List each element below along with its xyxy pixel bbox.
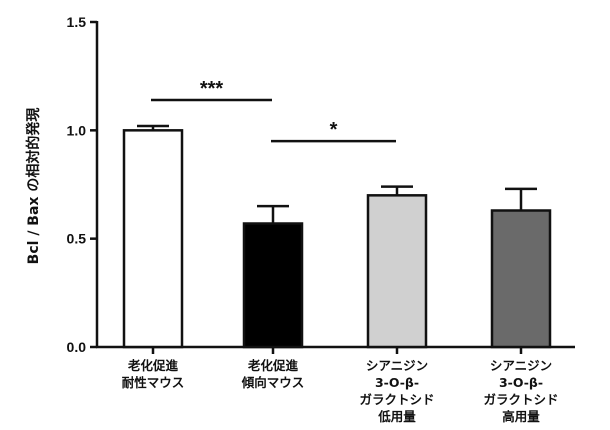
x-tick-label: 3-O-β- <box>375 375 419 390</box>
x-tick-label: ガラクトシド <box>359 392 434 407</box>
bar <box>366 194 428 349</box>
x-tick-label: シアニジン <box>490 358 552 373</box>
bar <box>490 209 552 349</box>
x-tick-label: 老化促進 <box>127 358 179 373</box>
significance-label: *** <box>200 78 224 100</box>
bars <box>122 129 552 349</box>
y-tick-label: 1.5 <box>67 14 87 30</box>
x-tick-label: 老化促進 <box>247 358 299 373</box>
y-tick-label: 0.5 <box>67 231 87 247</box>
significance-label: * <box>330 119 338 141</box>
y-axis: 0.0 0.5 1.0 1.5 <box>67 14 99 355</box>
category-labels: 老化促進耐性マウス老化促進傾向マウスシアニジン3-O-β-ガラクトシド低用量シア… <box>122 358 559 424</box>
bar <box>242 222 304 349</box>
bar <box>122 129 184 349</box>
x-tick-label: シアニジン <box>366 358 428 373</box>
x-tick-label: 3-O-β- <box>499 375 543 390</box>
x-tick-label: ガラクトシド <box>483 392 558 407</box>
x-tick-label: 耐性マウス <box>122 375 185 390</box>
significance-brackets: **** <box>151 78 396 143</box>
x-tick-label: 傾向マウス <box>241 375 305 390</box>
x-tick-label: 高用量 <box>502 409 540 424</box>
x-tick-label: 低用量 <box>377 409 416 424</box>
y-tick-label: 0.0 <box>67 339 87 355</box>
error-bars <box>137 124 537 224</box>
y-tick-label: 1.0 <box>67 122 87 138</box>
y-axis-label: Bcl / Bax の相対的発現 <box>25 108 42 265</box>
